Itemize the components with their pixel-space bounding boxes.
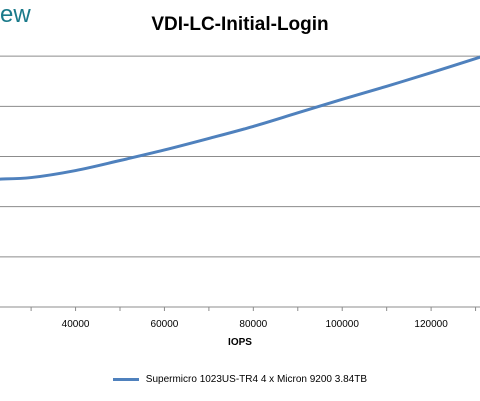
x-tick-label: 80000 bbox=[239, 319, 267, 330]
x-axis-ticks: 40000 60000 80000 100000 120000 bbox=[30, 307, 477, 330]
legend-swatch bbox=[113, 378, 139, 381]
x-tick-label: 40000 bbox=[62, 319, 90, 330]
x-axis-label: IOPS bbox=[228, 337, 252, 348]
x-tick-label: 60000 bbox=[151, 319, 179, 330]
series-lines bbox=[0, 55, 480, 181]
brand-logo-text: ew bbox=[0, 1, 31, 28]
legend[interactable]: Supermicro 1023US-TR4 4 x Micron 9200 3.… bbox=[0, 374, 480, 385]
chart-title: VDI-LC-Initial-Login bbox=[151, 14, 329, 35]
gridlines bbox=[0, 55, 480, 308]
legend-label: Supermicro 1023US-TR4 4 x Micron 9200 3.… bbox=[145, 374, 367, 385]
x-tick-label: 100000 bbox=[326, 319, 360, 330]
series-line bbox=[0, 55, 480, 181]
x-tick-label: 120000 bbox=[414, 319, 448, 330]
